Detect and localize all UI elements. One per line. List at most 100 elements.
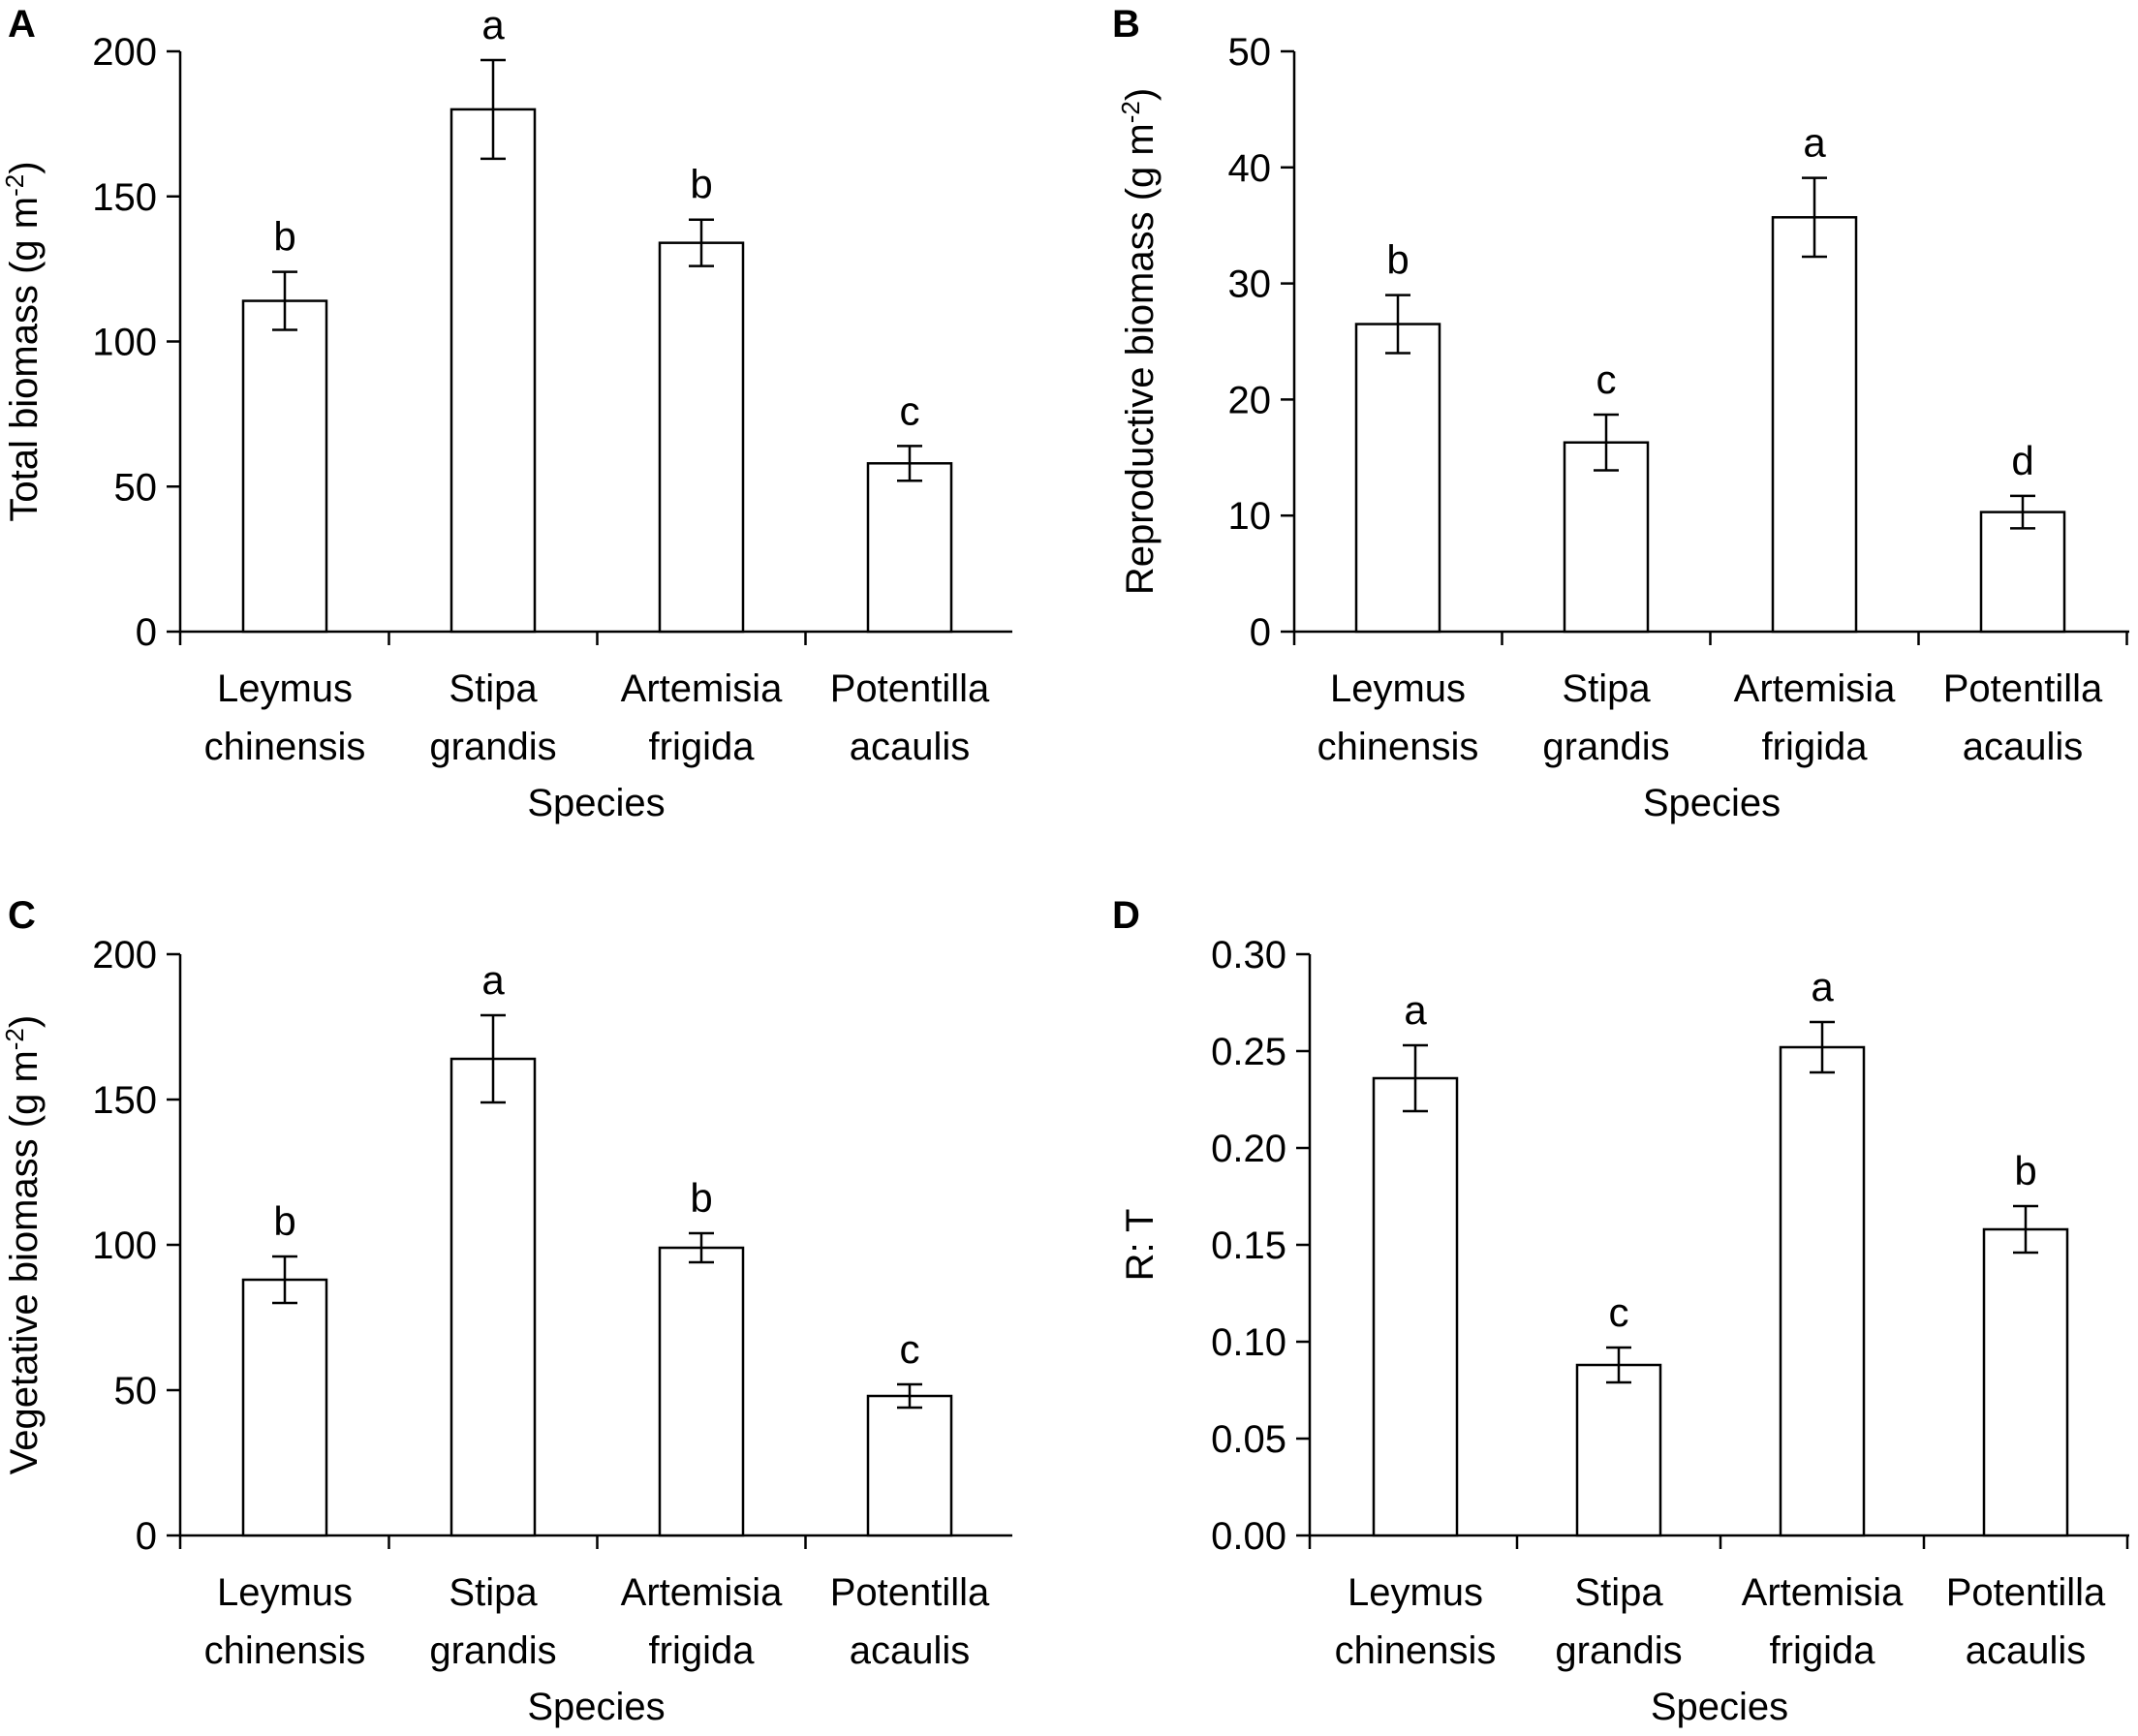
bar-a <box>449 108 537 634</box>
category-label-b: grandis <box>1542 726 1669 768</box>
significance-letter-b: c <box>1596 356 1617 402</box>
bar-d <box>1779 1045 1866 1537</box>
category-label-c: Potentilla <box>830 1571 990 1614</box>
bar-a <box>866 462 953 634</box>
significance-letter-d: a <box>1404 987 1427 1033</box>
y-tick-label-c: 0 <box>136 1515 157 1558</box>
y-axis-title-b: Reproductive biomass (g m-2) <box>1116 88 1162 595</box>
y-tick-label-b: 50 <box>1228 31 1272 74</box>
significance-letter-c: b <box>273 1198 295 1244</box>
y-tick-label-b: 20 <box>1228 379 1272 421</box>
bar-b <box>1771 216 1858 634</box>
bar-c <box>449 1057 537 1537</box>
y-tick-label-c: 100 <box>92 1224 157 1267</box>
panel-letter-c: C <box>8 894 36 937</box>
y-axis-title-superscript-c: -2 <box>0 1028 29 1050</box>
y-tick-label-b: 0 <box>1250 611 1271 654</box>
category-label-c: frigida <box>649 1629 756 1672</box>
category-label-d: Potentilla <box>1946 1571 2106 1614</box>
y-axis-title-d: R: T <box>1119 1209 1162 1282</box>
y-tick-label-d: 0.05 <box>1211 1418 1286 1461</box>
category-label-b: Stipa <box>1562 667 1651 710</box>
significance-letter-c: b <box>690 1175 712 1221</box>
x-axis-title-d: Species <box>1651 1686 1788 1728</box>
y-axis-title-text-a: Total biomass (g m <box>3 197 46 522</box>
category-label-b: Potentilla <box>1943 667 2103 710</box>
category-label-d: Leymus <box>1348 1571 1483 1614</box>
category-label-d: acaulis <box>1966 1629 2087 1672</box>
category-label-d: Artemisia <box>1742 1571 1904 1614</box>
y-axis-title-suffix-c: ) <box>3 1015 46 1028</box>
y-axis-title-suffix-a: ) <box>3 161 46 173</box>
panel-letter-b: B <box>1112 3 1140 46</box>
y-axis-title-text-b: Reproductive biomass (g m <box>1119 123 1162 595</box>
category-label-a: frigida <box>649 726 756 768</box>
y-tick-label-a: 100 <box>92 322 157 364</box>
y-axis-title-superscript-a: -2 <box>0 174 29 197</box>
y-tick-label-d: 0.15 <box>1211 1224 1286 1267</box>
y-tick-label-b: 30 <box>1228 264 1272 306</box>
y-tick-label-d: 0.25 <box>1211 1031 1286 1073</box>
category-label-a: grandis <box>429 726 556 768</box>
y-axis-title-c: Vegetative biomass (g m-2) <box>0 1015 46 1474</box>
y-tick-label-a: 150 <box>92 176 157 219</box>
significance-letter-b: a <box>1803 120 1826 166</box>
category-label-b: Artemisia <box>1734 667 1896 710</box>
y-tick-label-b: 40 <box>1228 147 1272 190</box>
category-label-a: Stipa <box>449 667 538 710</box>
significance-letter-a: c <box>900 388 920 433</box>
panel-letter-d: D <box>1112 894 1140 937</box>
bar-b <box>1979 511 2066 634</box>
significance-letter-d: a <box>1811 964 1834 1009</box>
y-tick-label-d: 0.10 <box>1211 1321 1286 1364</box>
category-label-d: chinensis <box>1335 1629 1497 1672</box>
bar-d <box>1575 1363 1662 1537</box>
y-axis-title-a: Total biomass (g m-2) <box>0 161 46 521</box>
bar-d <box>1372 1076 1459 1537</box>
significance-letter-c: c <box>900 1326 920 1372</box>
category-label-b: acaulis <box>1963 726 2084 768</box>
category-label-d: frigida <box>1770 1629 1876 1672</box>
y-tick-label-a: 200 <box>92 31 157 74</box>
bar-b <box>1354 323 1441 634</box>
y-axis-title-text-d: R: T <box>1119 1209 1162 1282</box>
significance-letter-a: b <box>690 162 712 207</box>
bar-b <box>1563 441 1650 634</box>
category-label-b: chinensis <box>1317 726 1479 768</box>
x-axis-title-a: Species <box>527 782 665 824</box>
y-tick-label-c: 200 <box>92 934 157 976</box>
y-axis-title-superscript-b: -2 <box>1116 101 1145 123</box>
significance-letter-a: a <box>481 2 505 47</box>
significance-letter-a: b <box>273 214 295 260</box>
category-label-b: frigida <box>1762 726 1869 768</box>
y-tick-label-c: 50 <box>114 1370 158 1412</box>
bar-c <box>866 1394 953 1537</box>
panel-a: A 0 50 100 150 200 b Leymus chinensis a Stipa gran… <box>0 2 1012 824</box>
bar-a <box>658 241 745 634</box>
x-axis-title-b: Species <box>1643 782 1781 824</box>
category-label-d: grandis <box>1555 1629 1682 1672</box>
y-tick-label-d: 0.00 <box>1211 1515 1286 1558</box>
y-axis-title-suffix-b: ) <box>1119 88 1162 101</box>
category-label-a: chinensis <box>204 726 366 768</box>
category-label-c: Artemisia <box>621 1571 783 1614</box>
x-axis-title-c: Species <box>527 1686 665 1728</box>
y-tick-label-a: 0 <box>136 611 157 654</box>
category-label-c: Stipa <box>449 1571 538 1614</box>
bar-a <box>241 299 328 634</box>
panel-c: C 0 50 100 150 200 b Leymus chinensis a Stipa gran… <box>0 894 1012 1728</box>
category-label-c: grandis <box>429 1629 556 1672</box>
bar-c <box>241 1278 328 1537</box>
category-label-a: Artemisia <box>621 667 783 710</box>
panel-b: B 0 10 20 30 40 50 b Leymus chinensis c Stipa grand… <box>1112 3 2129 824</box>
significance-letter-d: b <box>2014 1148 2036 1194</box>
y-tick-label-d: 0.20 <box>1211 1128 1286 1170</box>
category-label-a: Potentilla <box>830 667 990 710</box>
y-tick-label-b: 10 <box>1228 495 1272 538</box>
significance-letter-b: b <box>1386 237 1409 283</box>
significance-letter-d: c <box>1609 1289 1629 1335</box>
category-label-a: Leymus <box>217 667 353 710</box>
category-label-c: Leymus <box>217 1571 353 1614</box>
y-tick-label-d: 0.30 <box>1211 934 1286 976</box>
